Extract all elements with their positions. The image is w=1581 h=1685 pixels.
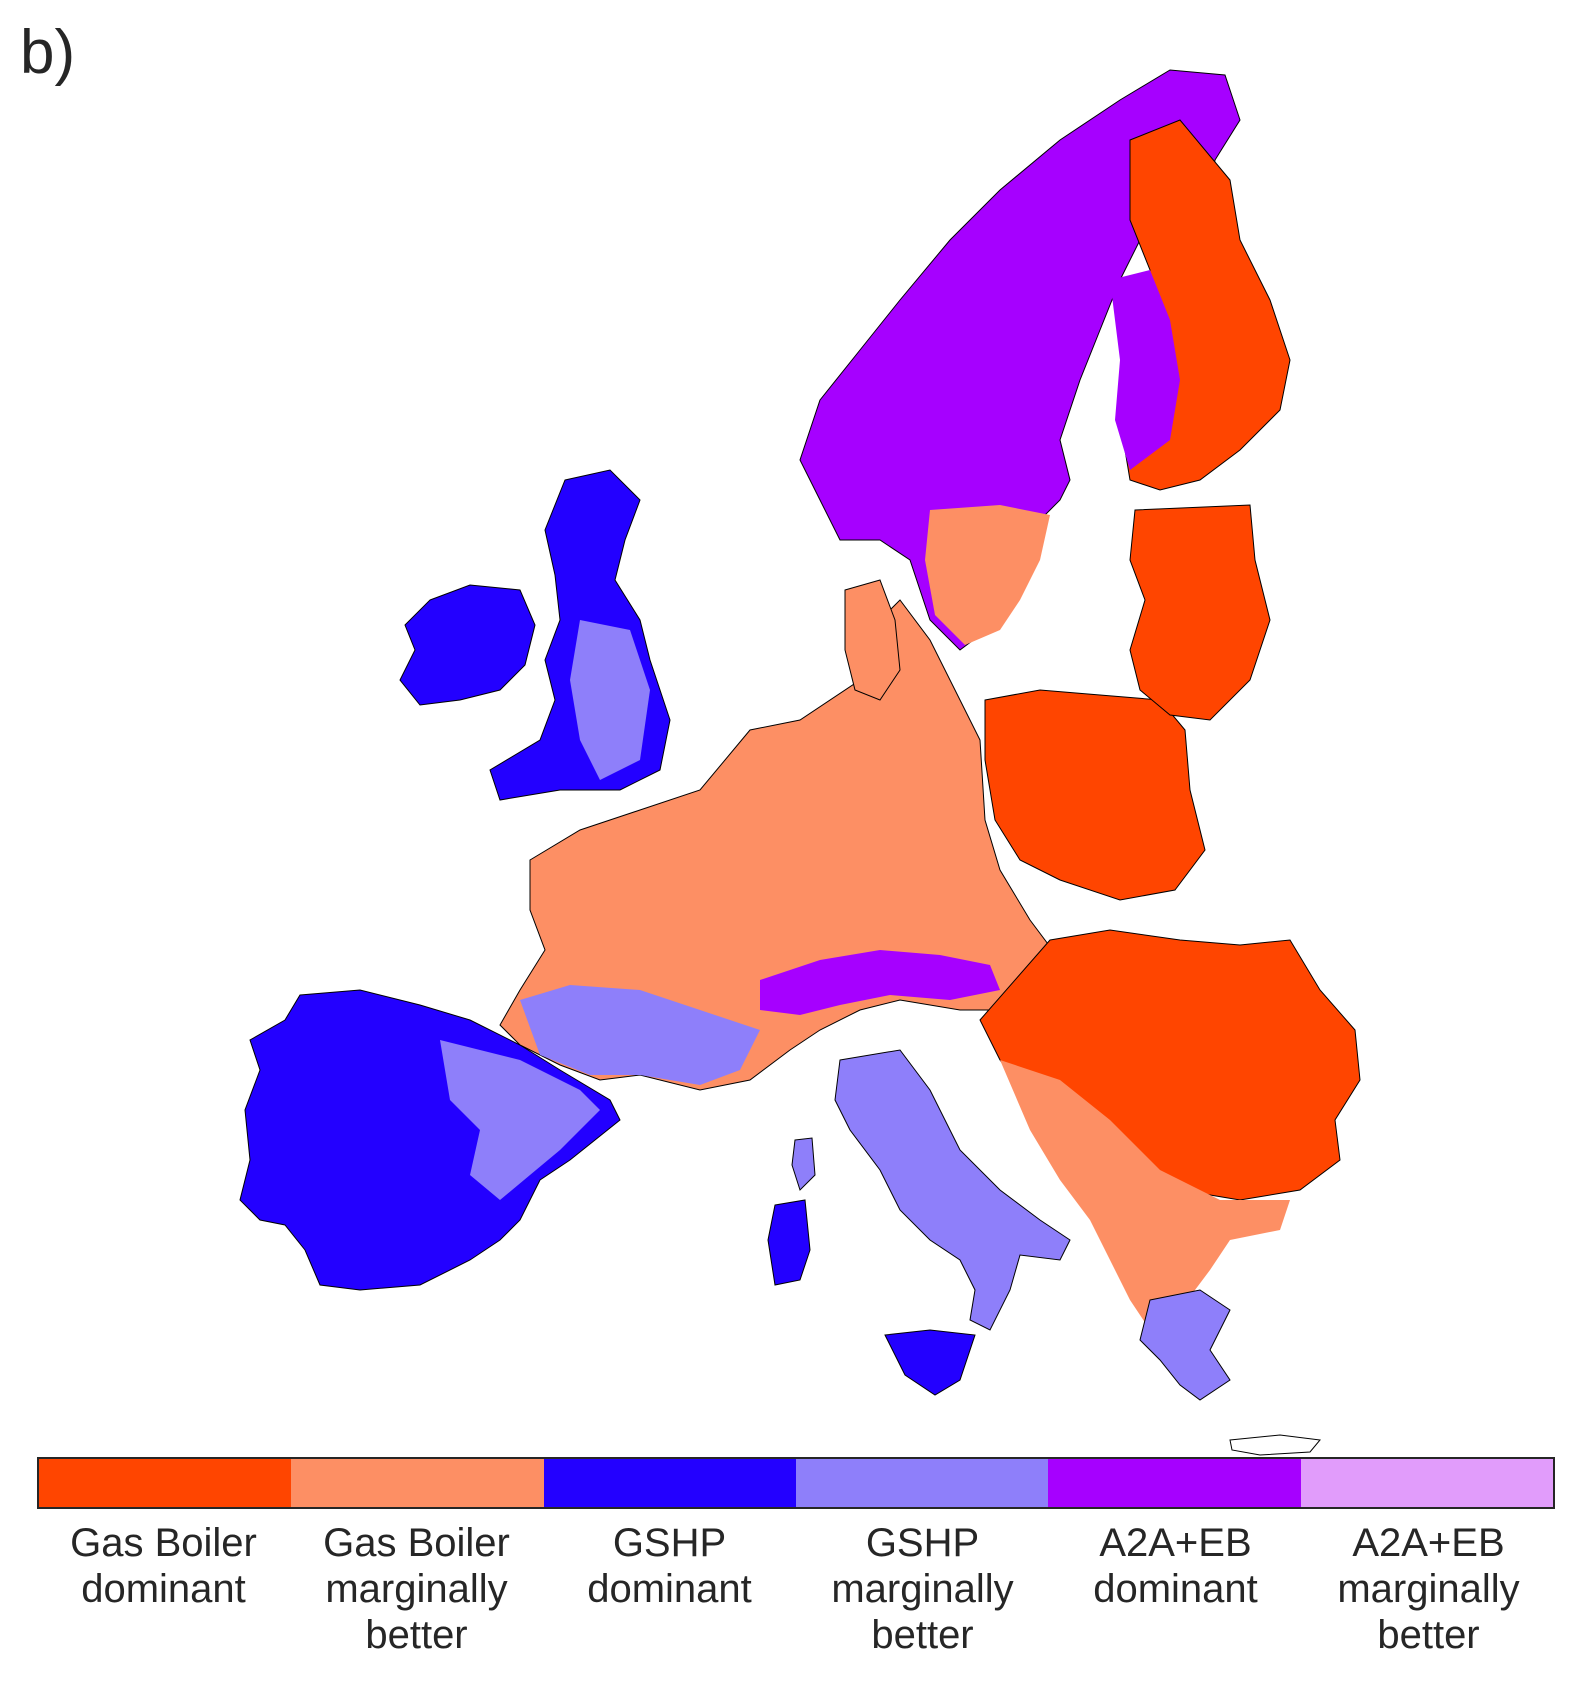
legend-label-gshp-dominant: GSHP dominant: [543, 1520, 796, 1658]
region-sicily: [884, 1329, 976, 1396]
region-denmark: [844, 579, 901, 701]
legend-label-line: dominant: [587, 1567, 752, 1611]
legend-label-line: better: [1377, 1613, 1480, 1657]
legend-colorbar: [37, 1457, 1555, 1509]
panel-label: b): [20, 18, 76, 87]
region-corsica: [791, 1137, 816, 1191]
legend-label-line: marginally: [831, 1567, 1014, 1611]
legend-swatch-a2a-eb-dominant: [1048, 1459, 1301, 1507]
legend-swatch-gshp-marginal: [795, 1459, 1049, 1507]
legend-label-line: Gas Boiler: [323, 1521, 510, 1565]
legend-label-gas-boiler-dominant: Gas Boiler dominant: [37, 1520, 290, 1658]
legend-swatch-gas-boiler-dominant: [39, 1459, 292, 1507]
legend-swatch-gas-boiler-marginal: [291, 1459, 544, 1507]
region-crete: [1229, 1434, 1321, 1456]
region-baltics: [1129, 504, 1271, 721]
europe-map-svg: [239, 69, 1361, 1456]
legend-label-line: GSHP: [865, 1521, 980, 1565]
region-france-south: [520, 985, 760, 1085]
region-finland-west: [1110, 270, 1180, 470]
legend-label-a2a-eb-dominant: A2A+EB dominant: [1049, 1520, 1302, 1658]
legend-label-line: marginally: [325, 1567, 508, 1611]
legend-labels: Gas Boiler dominant Gas Boiler marginall…: [37, 1520, 1555, 1658]
region-alps: [760, 950, 1000, 1015]
legend-label-line: A2A+EB: [1352, 1521, 1505, 1565]
region-britain-marginal: [570, 620, 650, 780]
legend-label-line: GSHP: [612, 1521, 727, 1565]
legend-swatch-gshp-dominant: [543, 1459, 796, 1507]
legend-label-line: better: [365, 1613, 468, 1657]
region-italy: [834, 1049, 1071, 1331]
legend-label-line: dominant: [1093, 1567, 1258, 1611]
legend-label-line: Gas Boiler: [70, 1521, 257, 1565]
region-greece: [1139, 1289, 1231, 1401]
legend-label-line: A2A+EB: [1099, 1521, 1252, 1565]
region-south-sweden: [925, 505, 1050, 645]
legend-label-line: marginally: [1337, 1567, 1520, 1611]
region-sardinia: [767, 1199, 811, 1286]
legend-label-a2a-eb-marginal: A2A+EB marginally better: [1302, 1520, 1555, 1658]
region-iberia-east: [440, 1040, 600, 1200]
legend-label-line: better: [871, 1613, 974, 1657]
legend-label-gshp-marginal: GSHP marginally better: [796, 1520, 1049, 1658]
legend-label-gas-boiler-marginal: Gas Boiler marginally better: [290, 1520, 543, 1658]
legend-label-line: dominant: [81, 1567, 246, 1611]
region-balkans-marginal: [1000, 1060, 1290, 1330]
europe-map: [239, 69, 1361, 1456]
region-southeast: [979, 929, 1361, 1201]
region-poland: [984, 689, 1206, 901]
legend-swatch-a2a-eb-marginal: [1300, 1459, 1553, 1507]
region-ireland: [399, 584, 536, 706]
